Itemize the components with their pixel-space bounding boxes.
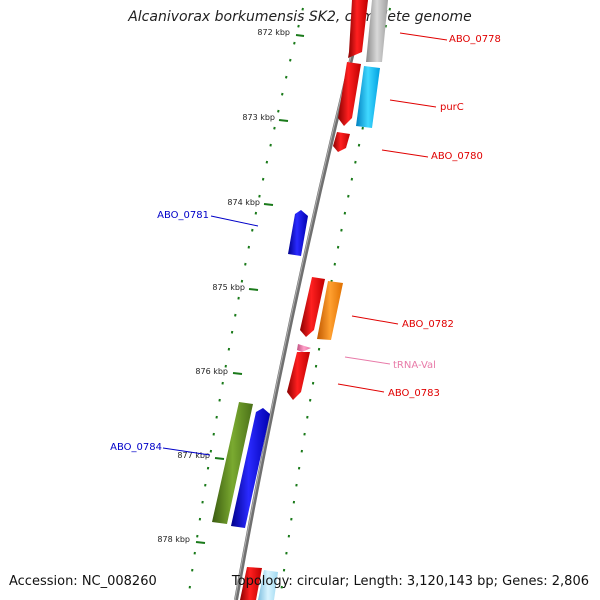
tick-dot-inner xyxy=(269,143,272,147)
tick-dot-outer xyxy=(354,160,357,164)
gene-label-purc: purC xyxy=(440,102,464,113)
gene-label-abo0781: ABO_0781 xyxy=(157,210,209,221)
gene-abo0782-feature xyxy=(300,277,325,337)
tick-dot-inner xyxy=(261,177,265,181)
tick-dot-outer xyxy=(361,126,364,130)
tick-label-872: 872 kbp xyxy=(257,28,290,37)
gene-label-trnaval: tRNA-Val xyxy=(393,360,436,371)
kbp-tick-labels: 872 kbp 873 kbp 874 kbp 875 kbp 876 kbp … xyxy=(157,28,290,544)
tick-label-878: 878 kbp xyxy=(157,535,190,544)
gene-abo0780-feature xyxy=(333,132,350,152)
tick-label-874: 874 kbp xyxy=(227,198,260,207)
gene-purc-cog xyxy=(356,66,380,128)
kbp-tick-marks xyxy=(195,34,305,544)
tick-dot-inner xyxy=(265,160,269,164)
tick-dot-outer xyxy=(384,24,388,28)
tick-dot-inner xyxy=(254,211,258,215)
tick-dot-inner xyxy=(293,41,296,45)
gene-abo0783-feature xyxy=(287,352,310,400)
tick-label-875: 875 kbp xyxy=(212,283,245,292)
genome-summary-text: Topology: circular; Length: 3,120,143 bp… xyxy=(231,574,589,589)
gene-labels: ABO_0778 purC ABO_0780 ABO_0781 ABO_0782… xyxy=(110,34,501,453)
tick-label-877: 877 kbp xyxy=(177,451,210,460)
gene-trnaval-feature xyxy=(297,344,311,352)
tick-dot-inner xyxy=(281,92,284,96)
gene-abo0784-cog xyxy=(212,402,253,524)
tick-dot-inner xyxy=(284,75,288,79)
gene-label-abo0784: ABO_0784 xyxy=(110,442,162,453)
tick-dot-inner xyxy=(273,126,276,130)
tick-label-876: 876 kbp xyxy=(195,367,228,376)
tick-dot-outer xyxy=(357,143,361,147)
gene-abo0782-cog xyxy=(317,281,343,340)
tick-dot-inner xyxy=(277,109,280,113)
plus-strand-features xyxy=(240,0,388,600)
tick-label-873: 873 kbp xyxy=(242,113,275,122)
gene-bottom-feature xyxy=(240,567,262,600)
gene-abo0778-feature xyxy=(348,0,368,58)
tick-ring-inner xyxy=(188,7,304,589)
gene-label-abo0783: ABO_0783 xyxy=(388,388,440,399)
accession-text: Accession: NC_008260 xyxy=(9,574,157,589)
tick-dot-inner xyxy=(297,24,300,28)
tick-dot-inner xyxy=(258,194,261,198)
gene-abo0781-feature xyxy=(288,210,308,256)
gene-purc-feature xyxy=(338,62,361,126)
gene-label-abo0778: ABO_0778 xyxy=(449,34,501,45)
gene-leader-lines xyxy=(162,32,448,456)
gene-abo0778-cog xyxy=(366,0,388,62)
tick-dot-outer xyxy=(388,7,392,11)
gene-bottom-cog xyxy=(258,570,278,600)
minus-strand-features xyxy=(212,210,308,528)
gene-label-abo0780: ABO_0780 xyxy=(431,151,483,162)
tick-dot-inner xyxy=(301,7,304,11)
gene-label-abo0782: ABO_0782 xyxy=(402,319,454,330)
tick-dot-inner xyxy=(289,58,292,62)
gene-abo0784-feature xyxy=(231,408,270,528)
